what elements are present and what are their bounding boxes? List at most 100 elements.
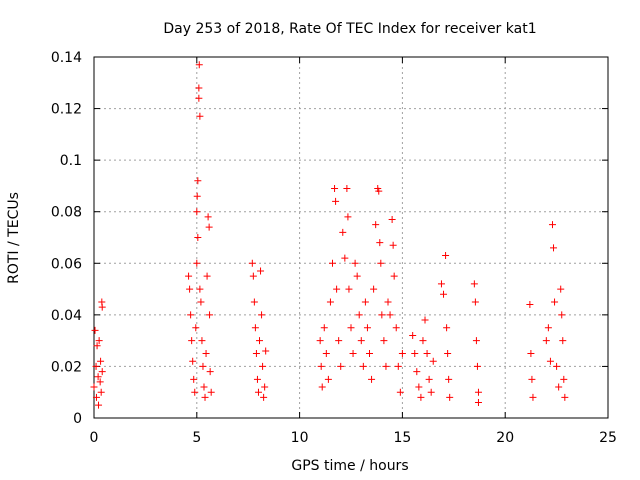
data-point-marker <box>344 213 352 221</box>
data-point-marker <box>470 280 478 288</box>
data-point-marker <box>473 362 481 370</box>
data-point-marker <box>195 94 203 102</box>
data-point-marker <box>189 357 197 365</box>
data-point-marker <box>96 378 104 386</box>
data-point-marker <box>446 393 454 401</box>
data-point-marker <box>260 393 268 401</box>
data-point-marker <box>445 375 453 383</box>
data-point-marker <box>195 61 203 69</box>
data-point-marker <box>375 187 383 195</box>
y-tick-label: 0.14 <box>51 50 82 66</box>
data-point-marker <box>248 259 256 267</box>
plot-frame <box>93 56 609 419</box>
data-point-marker <box>361 298 369 306</box>
data-point-marker <box>249 272 257 280</box>
data-point-marker <box>417 393 425 401</box>
data-point-marker <box>188 337 196 345</box>
data-point-marker <box>425 375 433 383</box>
data-point-marker <box>421 316 429 324</box>
data-point-marker <box>474 399 482 407</box>
data-point-marker <box>437 280 445 288</box>
data-point-marker <box>202 350 210 358</box>
data-point-marker <box>378 311 386 319</box>
data-point-marker <box>201 393 209 401</box>
data-point-marker <box>551 298 559 306</box>
data-point-marker <box>196 112 204 120</box>
data-point-marker <box>95 401 103 409</box>
x-tick-label: 20 <box>496 430 514 446</box>
data-point-marker <box>326 298 334 306</box>
x-axis-label: GPS time / hours <box>291 458 408 474</box>
x-tick-label: 25 <box>599 430 617 446</box>
data-point-marker <box>409 331 417 339</box>
data-point-marker <box>544 324 552 332</box>
data-point-marker <box>341 254 349 262</box>
data-point-marker <box>542 337 550 345</box>
x-tick-label: 10 <box>291 430 309 446</box>
data-point-marker <box>353 272 361 280</box>
data-point-marker <box>392 324 400 332</box>
data-point-marker <box>559 337 567 345</box>
data-point-marker <box>198 337 206 345</box>
x-tick-label: 0 <box>90 430 99 446</box>
data-point-marker <box>205 223 213 231</box>
data-point-marker <box>337 362 345 370</box>
data-point-marker <box>324 375 332 383</box>
data-point-marker <box>343 185 351 193</box>
data-point-marker <box>95 337 103 345</box>
data-point-marker <box>261 383 269 391</box>
data-point-marker <box>427 388 435 396</box>
data-point-marker <box>98 368 106 376</box>
data-point-marker <box>349 350 357 358</box>
data-point-marker <box>332 197 340 205</box>
data-point-marker <box>192 324 200 332</box>
data-point-marker <box>317 362 325 370</box>
data-point-marker <box>528 375 536 383</box>
data-point-marker <box>331 185 339 193</box>
data-point-marker <box>557 285 565 293</box>
data-point-marker <box>372 221 380 229</box>
data-point-marker <box>254 388 262 396</box>
data-point-marker <box>93 342 101 350</box>
y-tick-label: 0.08 <box>51 205 82 221</box>
x-tick-label: 5 <box>192 430 201 446</box>
data-point-marker <box>185 272 193 280</box>
data-point-marker <box>413 368 421 376</box>
y-tick-label: 0.12 <box>51 102 82 118</box>
data-point-marker <box>90 383 98 391</box>
data-point-marker <box>548 221 556 229</box>
data-point-marker <box>380 337 388 345</box>
data-point-marker <box>187 311 195 319</box>
data-point-marker <box>442 252 450 260</box>
y-tick-label: 0 <box>73 411 82 427</box>
y-tick-label: 0.1 <box>60 153 82 169</box>
data-point-marker <box>355 311 363 319</box>
x-tick-label: 15 <box>393 430 411 446</box>
data-point-marker <box>206 368 214 376</box>
data-point-marker <box>411 350 419 358</box>
data-point-marker <box>252 350 260 358</box>
data-point-marker <box>444 350 452 358</box>
data-point-marker <box>318 383 326 391</box>
data-point-marker <box>259 362 267 370</box>
data-point-marker <box>398 350 406 358</box>
data-point-marker <box>388 215 396 223</box>
data-point-marker <box>193 208 201 216</box>
data-point-marker <box>335 337 343 345</box>
data-point-marker <box>193 259 201 267</box>
data-point-marker <box>94 373 102 381</box>
data-point-marker <box>553 362 561 370</box>
data-point-marker <box>190 375 198 383</box>
x-tick-labels: 0 5 10 15 20 25 <box>90 430 617 446</box>
data-point-marker <box>339 228 347 236</box>
data-point-marker <box>390 272 398 280</box>
data-point-marker <box>200 383 208 391</box>
data-point-marker <box>376 239 384 247</box>
data-point-marker <box>206 311 214 319</box>
data-point-marker <box>256 337 264 345</box>
data-point-marker <box>419 337 427 345</box>
data-point-marker <box>440 290 448 298</box>
data-point-marker <box>207 388 215 396</box>
data-point-marker <box>194 177 202 185</box>
